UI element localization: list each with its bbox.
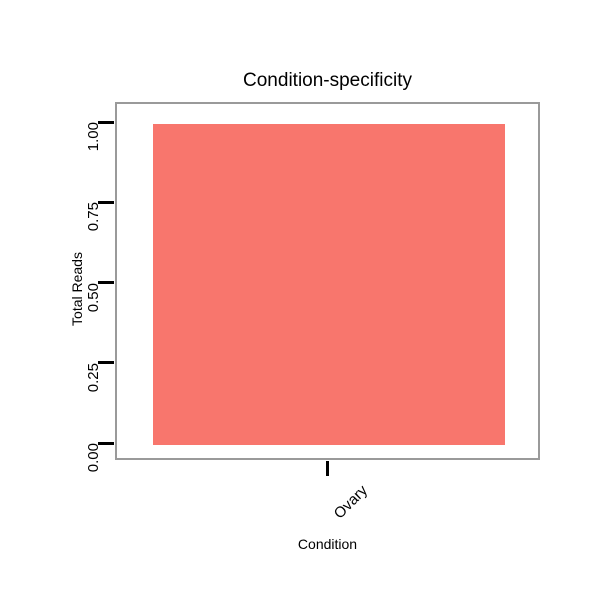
y-axis-tick-label: 1.00 xyxy=(85,122,102,152)
bar-ovary xyxy=(153,124,505,445)
x-axis-tick xyxy=(325,461,329,476)
x-axis-title: Condition xyxy=(297,536,358,552)
y-axis-tick xyxy=(98,200,114,204)
y-axis-tick-label: 0.75 xyxy=(85,202,102,232)
y-axis-tick-label: 0.25 xyxy=(85,362,102,392)
y-axis-tick xyxy=(98,361,114,365)
x-axis-tick-label: Ovary xyxy=(330,482,372,523)
y-axis-tick xyxy=(98,120,114,124)
y-axis-tick-label: 0.00 xyxy=(85,443,102,473)
chart-title: Condition-specificity xyxy=(243,70,412,91)
y-axis-tick-label: 0.50 xyxy=(85,282,102,312)
plot-area xyxy=(117,104,538,458)
plot-panel xyxy=(115,102,540,460)
y-axis-tick xyxy=(98,281,114,284)
y-axis-title: Total Reads xyxy=(68,252,85,326)
y-axis-tick xyxy=(98,441,114,445)
